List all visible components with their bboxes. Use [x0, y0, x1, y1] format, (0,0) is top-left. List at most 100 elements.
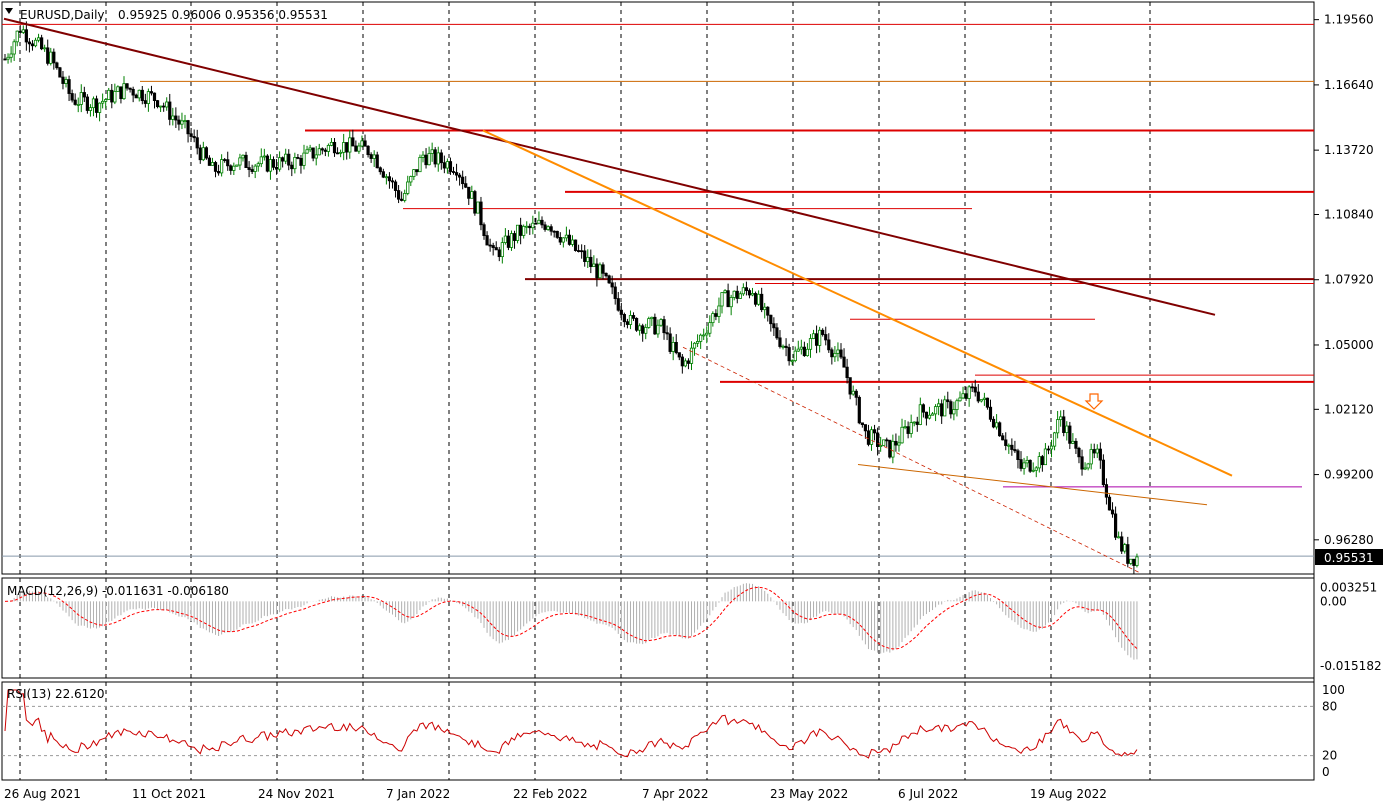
- candle-body: [73, 99, 77, 105]
- candle-body: [366, 145, 370, 155]
- candle-body: [634, 317, 639, 331]
- candle-body: [915, 421, 919, 425]
- candle-body: [1098, 448, 1102, 461]
- candle-body: [625, 321, 630, 325]
- trendline[interactable]: [482, 129, 1233, 477]
- candle-body: [354, 145, 358, 152]
- candle-body: [268, 159, 273, 172]
- candle-body: [198, 147, 202, 161]
- date-tick-label: 26 Aug 2021: [4, 787, 81, 801]
- candle-body: [155, 100, 160, 108]
- trendline[interactable]: [3, 17, 1216, 316]
- candle-body: [342, 142, 346, 153]
- candle-body: [628, 315, 633, 325]
- candle-body: [940, 403, 944, 417]
- candle-body: [128, 87, 132, 90]
- candle-body: [3, 58, 7, 61]
- candle-body: [49, 51, 53, 64]
- candle-body: [384, 176, 388, 179]
- candle-body: [174, 115, 178, 121]
- candle-body: [445, 161, 450, 169]
- candle-body: [998, 422, 1002, 437]
- candle-body: [314, 154, 318, 159]
- candle-body: [186, 120, 190, 135]
- candle-body: [216, 171, 221, 174]
- candle-body: [326, 144, 331, 152]
- candle-body: [1043, 448, 1048, 466]
- candle-body: [18, 30, 22, 33]
- trendline[interactable]: [857, 464, 1208, 506]
- candle-body: [525, 225, 529, 228]
- candle-body: [1135, 556, 1139, 566]
- candle-body: [226, 159, 230, 167]
- date-tick-label: 22 Feb 2022: [513, 787, 588, 801]
- candle-body: [866, 430, 871, 445]
- candles: [3, 21, 1139, 575]
- candle-body: [540, 219, 544, 226]
- candle-body: [168, 101, 172, 120]
- candle-body: [943, 399, 947, 417]
- candle-body: [879, 445, 883, 448]
- candle-body: [784, 345, 788, 348]
- main-pane[interactable]: [1, 1, 1315, 575]
- candle-body: [1001, 435, 1005, 441]
- candle-body: [1025, 459, 1029, 464]
- candle-body: [821, 329, 825, 335]
- candle-body: [396, 190, 401, 200]
- candle-body: [906, 426, 910, 434]
- candle-body: [439, 152, 443, 164]
- candle-body: [317, 148, 321, 156]
- candle-body: [515, 224, 520, 241]
- candle-body: [253, 165, 257, 172]
- candle-body: [854, 390, 858, 398]
- candle-body: [110, 89, 114, 103]
- candle-body: [274, 166, 279, 170]
- candle-body: [964, 393, 968, 399]
- candle-body: [485, 235, 489, 246]
- candle-body: [70, 93, 74, 101]
- candle-body: [229, 165, 233, 171]
- candle-body: [860, 422, 864, 425]
- candle-body: [241, 154, 245, 159]
- candle-body: [994, 422, 999, 428]
- candle-body: [403, 193, 407, 201]
- candle-body: [137, 89, 141, 99]
- candle-body: [811, 333, 816, 339]
- date-tick-label: 6 Jul 2022: [898, 787, 958, 801]
- candle-body: [891, 440, 895, 458]
- candle-body: [488, 244, 492, 247]
- candle-body: [149, 91, 154, 94]
- candle-body: [378, 167, 382, 173]
- date-tick-label: 7 Apr 2022: [642, 787, 709, 801]
- dropdown-icon[interactable]: [5, 8, 13, 14]
- candle-body: [213, 162, 218, 172]
- candle-body: [1074, 440, 1078, 449]
- price-tick-label: 1.16640: [1324, 78, 1374, 92]
- candle-body: [320, 148, 324, 151]
- candle-body: [711, 313, 715, 324]
- candle-body: [519, 224, 523, 236]
- trendline[interactable]: [682, 346, 1141, 574]
- price-axis: 1.19560 1.16640 1.13720 1.10840 1.07920 1.050…: [1314, 13, 1374, 547]
- candle-body: [671, 341, 675, 352]
- candle-body: [1113, 513, 1118, 538]
- candle-body: [348, 137, 352, 153]
- candle-body: [802, 346, 806, 357]
- candle-body: [955, 400, 959, 410]
- candle-body: [448, 161, 453, 172]
- candle-body: [1123, 544, 1127, 552]
- candle-body: [12, 41, 16, 55]
- candle-body: [976, 391, 980, 402]
- candle-body: [305, 149, 309, 154]
- candle-body: [204, 147, 208, 159]
- rsi-pane[interactable]: [1, 681, 1315, 781]
- candle-body: [88, 107, 93, 111]
- candle-body: [778, 337, 782, 347]
- candle-body: [1092, 449, 1096, 454]
- candle-body: [415, 169, 419, 173]
- candle-body: [930, 413, 935, 416]
- candle-body: [705, 332, 709, 336]
- candle-body: [528, 225, 532, 229]
